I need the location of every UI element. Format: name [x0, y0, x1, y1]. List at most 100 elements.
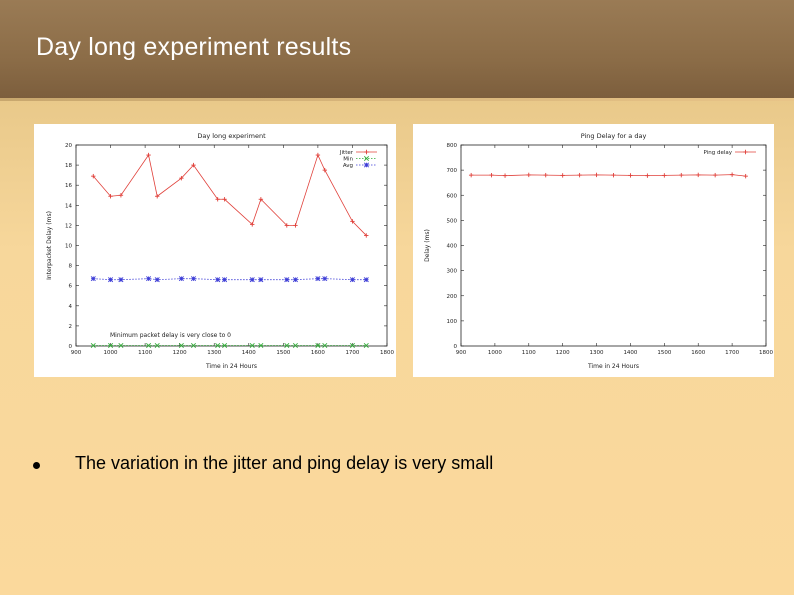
data-point [249, 342, 255, 349]
x-tick-label: 1700 [345, 350, 359, 356]
data-point [108, 277, 114, 283]
x-tick-label: 1400 [242, 350, 256, 356]
data-point [222, 277, 228, 283]
y-tick-label: 0 [69, 344, 73, 350]
data-point [349, 277, 355, 283]
data-point [91, 173, 96, 179]
data-point [349, 342, 355, 349]
x-tick-label: 1000 [104, 350, 118, 356]
data-point [284, 223, 289, 228]
y-axis-label: Delay (ms) [424, 229, 431, 262]
data-point [108, 342, 114, 349]
x-tick-label: 1100 [522, 350, 536, 356]
x-tick-label: 1000 [488, 350, 502, 356]
data-point [363, 342, 369, 349]
data-point [284, 277, 290, 283]
data-point [322, 342, 328, 349]
y-axis-label: Interpacket Delay (ms) [46, 211, 53, 280]
data-point [155, 194, 160, 199]
bullet-text: The variation in the jitter and ping del… [75, 453, 494, 473]
y-tick-label: 800 [447, 143, 458, 149]
ping-delay-chart: Ping Delay for a day 900 1000 1100 1200 1300 1… [413, 124, 774, 377]
y-tick-label: 6 [69, 284, 73, 290]
data-point [222, 197, 227, 202]
data-point [179, 175, 184, 181]
x-tick-label: 1600 [691, 350, 705, 356]
data-point [178, 342, 184, 349]
legend-label: Jitter [339, 150, 354, 156]
chart-title: Ping Delay for a day [581, 132, 647, 140]
data-point [322, 276, 328, 282]
jitter-chart-svg: Day long experiment 900 1000 1100 1200 1300 14… [46, 132, 394, 370]
y-tick-label: 500 [447, 218, 458, 224]
series-line-avg [93, 278, 367, 281]
data-point [315, 152, 321, 158]
legend-marker [743, 149, 748, 155]
data-point [258, 197, 264, 202]
data-point [743, 173, 748, 179]
jitter-chart: Day long experiment 900 1000 1100 1200 1300 14… [34, 124, 396, 377]
y-tick-label: 0 [454, 344, 458, 350]
legend-marker [364, 149, 369, 155]
data-point [215, 342, 221, 349]
x-tick-label: 1300 [590, 350, 604, 356]
data-point [190, 276, 197, 282]
series-line-jitter [92, 153, 367, 236]
data-point [292, 277, 298, 283]
y-tick-label: 20 [65, 143, 72, 149]
legend-label: Ping delay [704, 150, 733, 156]
data-point [154, 342, 160, 349]
y-tick-label: 18 [65, 163, 72, 169]
data-point [526, 172, 531, 178]
data-point [577, 172, 582, 178]
y-tick-label: 400 [447, 244, 458, 250]
x-axis-label: Time in 24 Hours [587, 363, 639, 370]
data-point [118, 193, 124, 198]
data-point [146, 276, 152, 282]
y-tick-label: 14 [65, 203, 72, 209]
data-point [90, 276, 96, 282]
y-tick-label: 2 [69, 324, 73, 330]
y-tick-label: 10 [65, 244, 72, 250]
y-tick-label: 16 [65, 183, 72, 189]
data-point [90, 342, 96, 349]
data-point [191, 162, 196, 168]
data-point [222, 342, 228, 349]
y-tick-label: 300 [447, 269, 458, 275]
data-point [729, 172, 735, 177]
x-tick-label: 1200 [556, 350, 570, 356]
x-tick-label: 1600 [311, 350, 325, 356]
chart-annotation: Minimum packet delay is very close to 0 [110, 332, 231, 339]
legend-marker [363, 155, 370, 162]
data-point [662, 173, 667, 178]
data-point [489, 172, 494, 178]
x-axis-label: Time in 24 Hours [205, 363, 257, 370]
data-point [215, 277, 221, 283]
data-point [146, 342, 152, 349]
data-point [468, 172, 474, 178]
data-point [363, 277, 369, 283]
legend-label: Min [343, 157, 353, 163]
data-point [293, 223, 298, 228]
data-point [611, 172, 616, 178]
data-point [560, 173, 565, 178]
y-tick-label: 12 [65, 223, 72, 229]
bullet-point-icon [33, 462, 40, 469]
data-point [315, 342, 321, 349]
data-point [594, 172, 599, 178]
data-point [190, 342, 197, 349]
data-point [118, 342, 124, 349]
x-tick-label: 1700 [725, 350, 739, 356]
data-point [258, 277, 264, 283]
data-point [154, 277, 160, 283]
data-point [712, 172, 718, 178]
x-tick-label: 1800 [380, 350, 394, 356]
y-tick-label: 200 [447, 294, 458, 300]
x-tick-label: 900 [71, 350, 82, 356]
x-tick-label: 1500 [276, 350, 290, 356]
data-point [322, 167, 327, 173]
data-point [502, 173, 508, 178]
data-point [315, 276, 321, 282]
data-point [249, 277, 255, 283]
